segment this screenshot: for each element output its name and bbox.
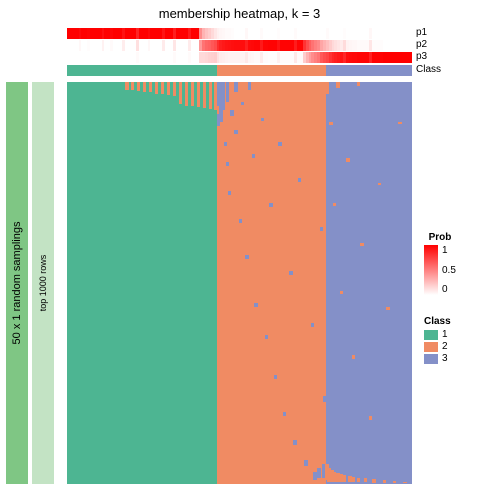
annot-row-class — [67, 65, 412, 76]
annot-row-p2 — [67, 40, 412, 51]
legend-label: 2 — [442, 341, 448, 352]
legend-swatch — [424, 342, 438, 352]
annot-label-p2: p2 — [416, 39, 427, 50]
legend-class-item: 3 — [424, 353, 451, 364]
legend-prob-tick: 0.5 — [442, 265, 456, 276]
legend-prob: Prob 1 0.5 0 — [424, 232, 456, 295]
legend-class-item: 2 — [424, 341, 451, 352]
annot-row-p1 — [67, 28, 412, 39]
legend-label: 1 — [442, 329, 448, 340]
legend-class-item: 1 — [424, 329, 451, 340]
legend-prob-tick: 1 — [442, 245, 456, 256]
legend-prob-gradient — [424, 245, 438, 295]
legend-swatch — [424, 354, 438, 364]
sidebar-samplings-label: 50 x 1 random samplings — [6, 82, 28, 484]
legend-prob-tick: 0 — [442, 284, 456, 295]
annot-row-p3 — [67, 52, 412, 63]
legend-prob-ticks: 1 0.5 0 — [442, 245, 456, 295]
annot-label-p3: p3 — [416, 51, 427, 62]
sidebar-samplings: 50 x 1 random samplings — [6, 82, 28, 484]
annot-label-p1: p1 — [416, 27, 427, 38]
legend-label: 3 — [442, 353, 448, 364]
legend-class: Class 123 — [424, 316, 451, 365]
legend-prob-title: Prob — [424, 232, 456, 243]
legend-swatch — [424, 330, 438, 340]
sidebar-rows: top 1000 rows — [32, 82, 54, 484]
heatmap-body — [67, 82, 412, 484]
legend-class-title: Class — [424, 316, 451, 327]
chart-title: membership heatmap, k = 3 — [67, 6, 412, 21]
sidebar-rows-label: top 1000 rows — [32, 82, 54, 484]
annot-label-class: Class — [416, 64, 441, 75]
